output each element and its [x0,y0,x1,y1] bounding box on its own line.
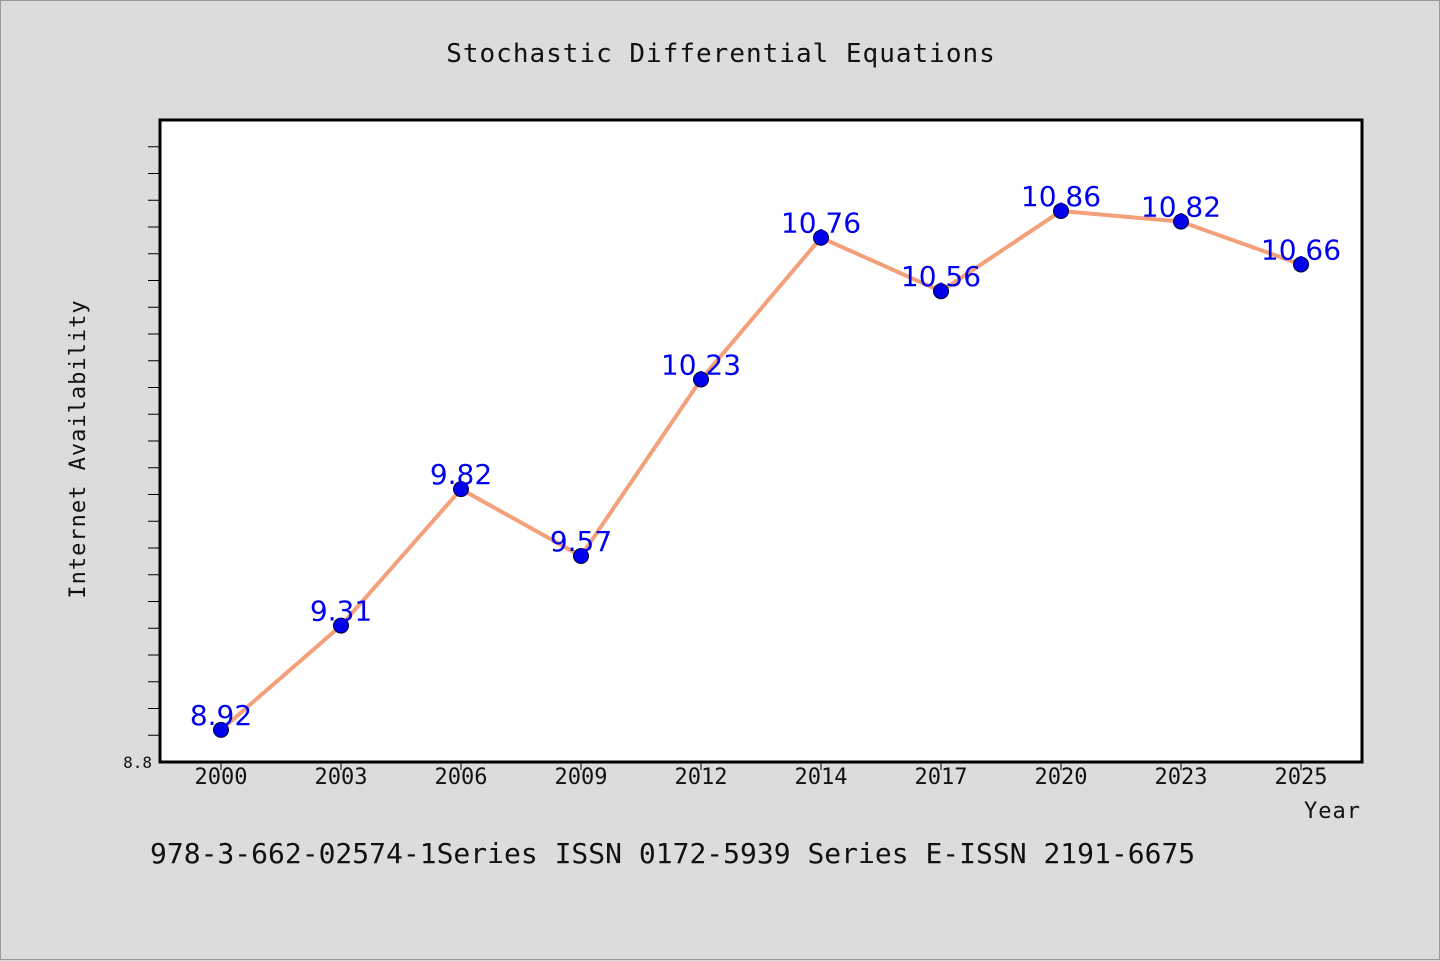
x-tick-label: 2003 [315,765,368,790]
x-tick-label: 2020 [1035,765,1088,790]
data-label: 9.57 [550,525,612,558]
data-label: 10.86 [1021,180,1101,213]
data-label: 9.31 [310,595,372,628]
data-label: 10.76 [781,207,861,240]
x-tick-label: 2009 [555,765,608,790]
x-tick-label: 2025 [1275,765,1328,790]
data-point [573,548,589,565]
series-line [219,208,1302,732]
plot-area [158,118,1364,764]
data-point [933,283,949,300]
data-point [1173,213,1189,230]
x-tick-label: 2006 [435,765,488,790]
chart-title: Stochastic Differential Equations [446,39,996,69]
x-tick-label: 2000 [195,765,248,790]
x-axis-label: Year [1304,799,1361,824]
data-point [213,721,229,738]
data-point [1293,256,1309,273]
data-point [1053,202,1069,219]
x-tick-label: 2014 [795,765,848,790]
x-axis-ticks: 2000 2003 2006 2009 2012 2014 2017 2020 2023 2025 [195,762,1328,790]
data-point [333,617,349,634]
data-point [813,229,829,246]
data-label: 10.66 [1261,233,1341,266]
data-label: 8.92 [190,699,252,732]
data-label: 10.23 [661,348,741,381]
y-tick-label: 8.8 [123,753,152,772]
y-axis-ticks: 8.8 [123,146,160,772]
x-tick-label: 2017 [915,765,968,790]
data-label: 9.82 [430,458,492,491]
footer-text: 978-3-662-02574-1Series ISSN 0172-5939 S… [150,837,1195,870]
x-tick-label: 2012 [675,765,728,790]
series-layer: 8.92 9.31 9.82 9.57 10.23 10.76 10.56 10.86 10.8… [190,180,1341,738]
x-tick-label: 2023 [1155,765,1208,790]
y-axis-label: Internet Availability [66,299,91,598]
data-label: 10.56 [901,260,981,293]
data-point [693,371,709,388]
data-point [453,481,469,498]
data-label: 10.82 [1141,191,1221,224]
